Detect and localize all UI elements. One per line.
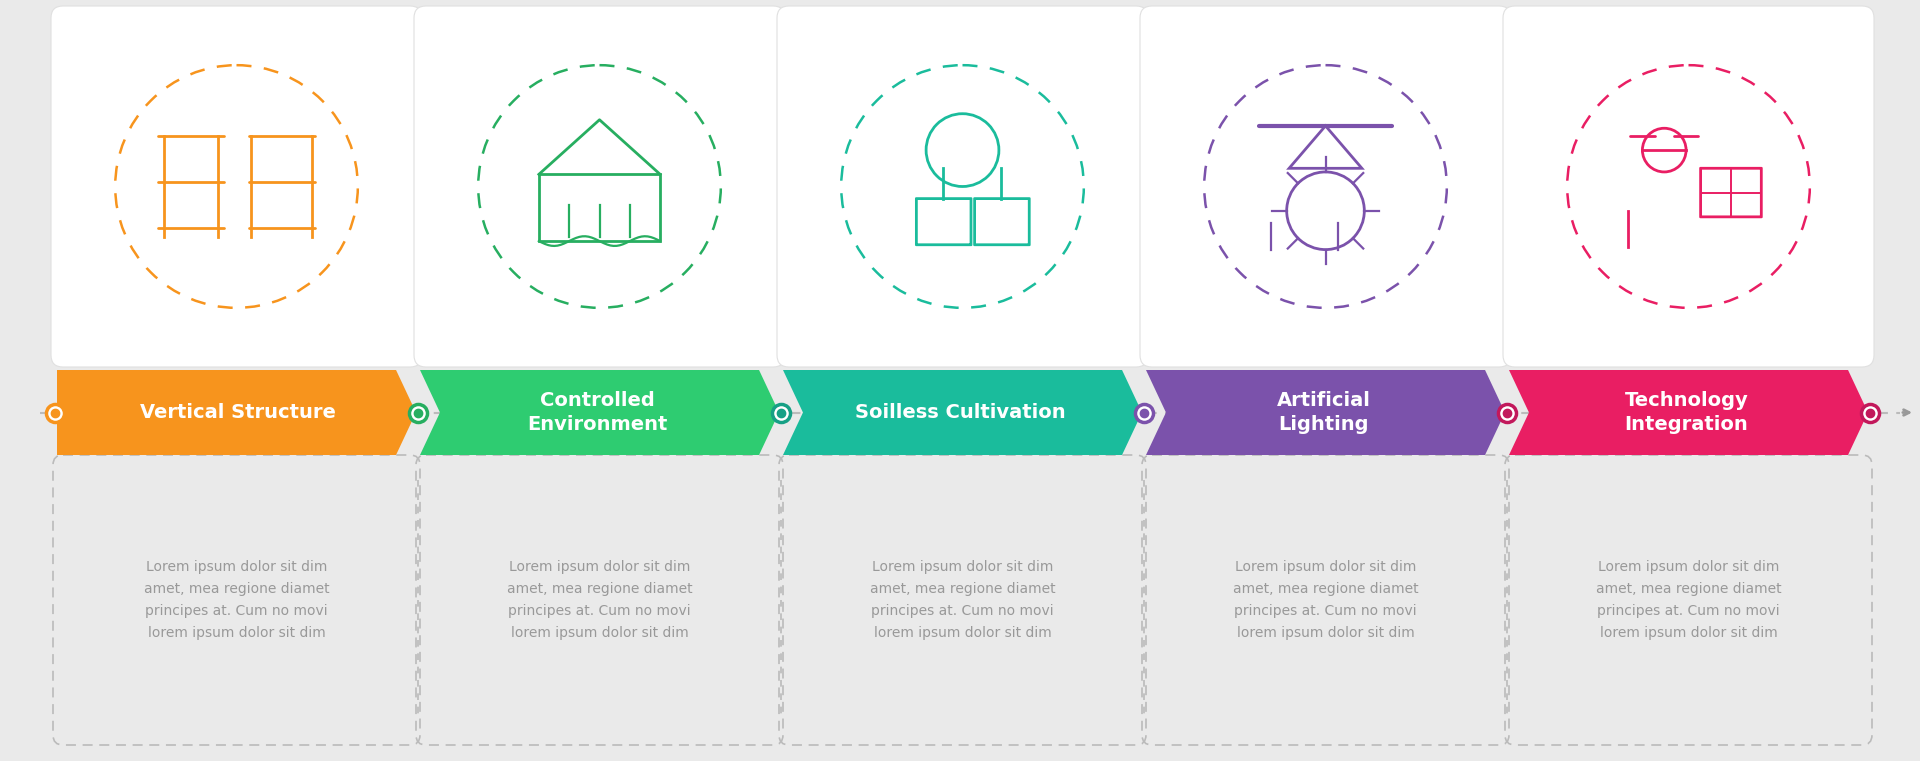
Polygon shape: [1509, 370, 1868, 455]
Text: Lorem ipsum dolor sit dim
amet, mea regione diamet
principes at. Cum no movi
lor: Lorem ipsum dolor sit dim amet, mea regi…: [870, 560, 1056, 639]
Polygon shape: [1146, 370, 1505, 455]
Text: Lorem ipsum dolor sit dim
amet, mea regione diamet
principes at. Cum no movi
lor: Lorem ipsum dolor sit dim amet, mea regi…: [507, 560, 693, 639]
FancyBboxPatch shape: [778, 6, 1148, 367]
Text: Artificial
Lighting: Artificial Lighting: [1277, 391, 1371, 434]
FancyBboxPatch shape: [1140, 6, 1511, 367]
Text: Lorem ipsum dolor sit dim
amet, mea regione diamet
principes at. Cum no movi
lor: Lorem ipsum dolor sit dim amet, mea regi…: [1233, 560, 1419, 639]
Text: Technology
Integration: Technology Integration: [1624, 391, 1749, 434]
FancyBboxPatch shape: [415, 6, 785, 367]
Text: Lorem ipsum dolor sit dim
amet, mea regione diamet
principes at. Cum no movi
lor: Lorem ipsum dolor sit dim amet, mea regi…: [1596, 560, 1782, 639]
Text: Lorem ipsum dolor sit dim
amet, mea regione diamet
principes at. Cum no movi
lor: Lorem ipsum dolor sit dim amet, mea regi…: [144, 560, 330, 639]
FancyBboxPatch shape: [1503, 6, 1874, 367]
Polygon shape: [420, 370, 780, 455]
Text: Controlled
Environment: Controlled Environment: [528, 391, 668, 434]
Polygon shape: [783, 370, 1142, 455]
Text: Vertical Structure: Vertical Structure: [140, 403, 336, 422]
Polygon shape: [58, 370, 417, 455]
Text: Soilless Cultivation: Soilless Cultivation: [854, 403, 1066, 422]
FancyBboxPatch shape: [52, 6, 422, 367]
